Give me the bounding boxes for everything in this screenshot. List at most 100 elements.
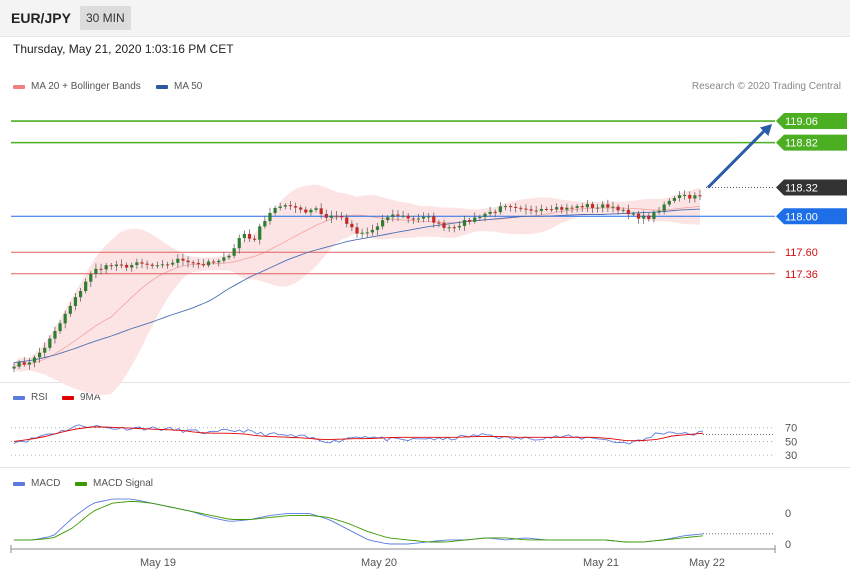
candle-body [283,205,287,207]
candle [442,219,446,232]
candle [309,208,313,216]
candle [380,214,385,230]
candle [601,201,605,213]
candle-body [84,281,88,292]
candle [345,214,349,228]
candle [529,205,533,215]
candle-body [345,217,349,224]
candle-body [493,211,497,213]
candle-body [606,204,610,208]
candle-body [621,209,625,211]
candle-body [631,213,636,215]
symbol-label: EUR/JPY [11,10,71,26]
legend-ma20-bb: MA 20 + Bollinger Bands [13,81,141,92]
candle [677,191,682,202]
candle [555,203,559,213]
legend-macd-signal: MACD Signal [75,478,153,489]
candle [488,206,492,217]
candle [421,212,426,223]
candle [355,222,359,238]
candle-body [688,194,692,199]
candle-body [462,220,467,226]
candle-body [232,248,236,256]
copyright-text: Research © 2020 Trading Central [691,81,841,92]
rsi-level-label: 50 [785,436,797,448]
candle-body [590,204,595,208]
candle-body [324,214,328,218]
candle [160,259,165,269]
candle-body [340,215,344,218]
legend-swatch [75,481,87,486]
ma20-line [13,205,701,368]
candle [222,252,226,264]
rsi-level-label: 30 [785,450,797,462]
candle-body [677,195,682,198]
candle [99,263,103,275]
candle [350,220,354,232]
candle [186,256,190,268]
candle [263,215,267,229]
candle [473,212,477,224]
legend-swatch [156,84,168,89]
candle-body [565,207,569,210]
candle-body [580,206,584,208]
support-label-117.60: 117.60 [785,247,818,259]
candle [299,205,303,213]
candle-body [611,206,615,208]
candle-body [519,207,523,209]
candle-body [196,262,200,265]
candle-body [227,255,231,258]
candle [370,224,374,236]
candle [293,202,298,213]
candle [524,204,528,215]
candle-body [43,347,47,353]
candle [514,203,518,213]
candle [319,203,323,219]
legend-label: MA 50 [174,81,203,92]
macd-axis-label: 0 [785,508,791,520]
candle-body [155,265,159,267]
legend-label: MA 20 + Bollinger Bands [31,81,141,92]
candle-body [299,207,303,210]
candle-body [683,194,687,196]
candle [237,234,241,254]
forecast-arrow-head [759,124,772,137]
candle-body [508,206,513,208]
candle-body [652,212,656,220]
candle [391,209,395,222]
candle [58,320,62,334]
legend-swatch [62,395,74,400]
candle [217,258,221,267]
legend-label: MACD [31,478,61,489]
timeframe-button[interactable]: 30 MIN [80,6,131,30]
candle-body [22,362,26,365]
legend-label: RSI [31,392,48,403]
legend-swatch [13,84,25,89]
last-price-label-bg [776,179,847,196]
candle-body [12,366,16,369]
candle-body [483,213,487,218]
candle [43,342,47,358]
candle [401,211,405,219]
candle [596,204,600,213]
candle-body [596,207,600,209]
candle-body [176,258,180,263]
candle-body [478,217,482,219]
candle [683,190,687,200]
candle-body [693,195,697,199]
candle [570,205,574,213]
macd-panel-divider [0,467,850,468]
candle-body [698,195,702,197]
timestamp: Thursday, May 21, 2020 1:03:16 PM CET [13,42,234,56]
candle-body [242,233,246,239]
candle-body [667,200,671,205]
candle [606,199,610,212]
candle-body [355,227,359,234]
candle [447,224,451,232]
candle-body [319,208,323,215]
candle [539,204,543,215]
candle [478,214,482,221]
candle-body [268,212,272,221]
candle-body [642,215,646,219]
